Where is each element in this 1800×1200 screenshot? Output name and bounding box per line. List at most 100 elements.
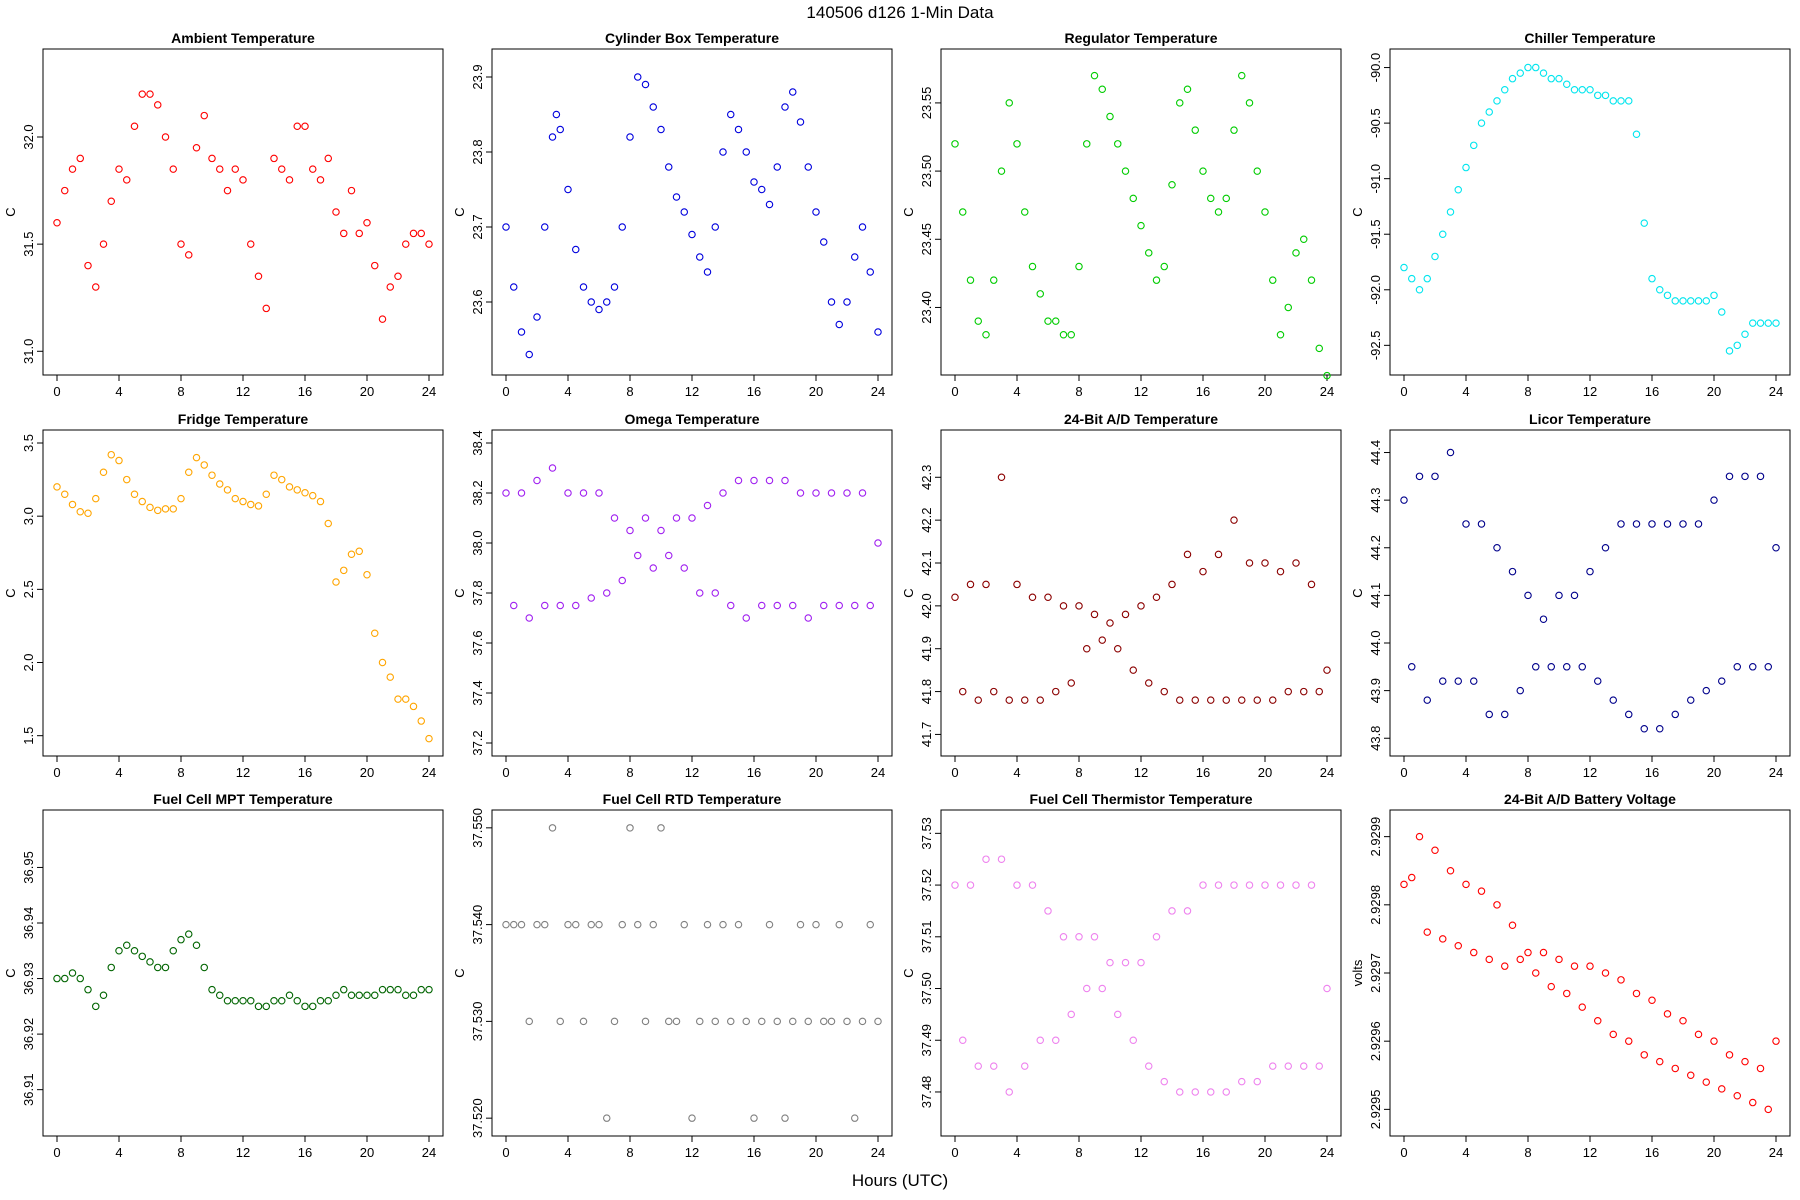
x-tick-label: 20 [1258, 765, 1272, 780]
y-tick-label: 37.530 [470, 1002, 485, 1042]
x-tick-label: 8 [1075, 1145, 1082, 1160]
data-point [649, 103, 657, 111]
data-point [394, 985, 402, 994]
plot-frame [940, 429, 1342, 757]
data-point [711, 589, 719, 597]
data-point [301, 1002, 309, 1011]
data-point [641, 80, 650, 89]
data-point [277, 475, 286, 484]
data-point [1222, 696, 1231, 704]
data-point [1516, 686, 1525, 695]
data-point [571, 601, 580, 610]
x-tick-label: 8 [1524, 1145, 1531, 1160]
y-tick-label: 42.2 [919, 507, 934, 532]
y-axis-label: C [901, 588, 916, 597]
data-point [1694, 520, 1703, 528]
data-point [1516, 69, 1525, 77]
data-point [1253, 696, 1262, 704]
data-point [200, 461, 209, 469]
x-tick-label: 12 [236, 384, 250, 399]
x-tick-label: 24 [422, 765, 436, 780]
data-point [1323, 984, 1331, 993]
data-point [1725, 472, 1734, 481]
data-point [92, 1002, 100, 1011]
data-point [177, 494, 185, 503]
y-tick-label: 23.50 [919, 155, 934, 188]
plot-frame [42, 429, 444, 757]
x-tick-label: 20 [1707, 765, 1721, 780]
data-point [1601, 544, 1610, 552]
x-tick-label: 12 [685, 1145, 699, 1160]
data-point [502, 223, 510, 231]
data-point [185, 251, 193, 259]
data-point [347, 186, 356, 195]
data-point [1176, 1088, 1184, 1096]
data-point [1772, 1037, 1780, 1045]
data-point [1261, 208, 1269, 216]
data-point [1013, 580, 1021, 589]
data-point [633, 920, 642, 929]
y-tick-label: 38.0 [470, 530, 485, 555]
chart-panel: Omega Temperature C 0 4 8 12 16 20 24 37.2 37.4 37.… [452, 411, 893, 780]
data-point [765, 476, 774, 485]
data-point [247, 997, 255, 1005]
data-point [796, 920, 805, 929]
x-tick-label: 4 [564, 1145, 571, 1160]
chart-title: Fridge Temperature [178, 411, 309, 427]
data-point [53, 483, 61, 491]
data-point [254, 1002, 263, 1011]
x-tick-label: 0 [502, 765, 509, 780]
y-tick-label: 41.8 [919, 679, 934, 704]
data-point [966, 580, 975, 589]
y-tick-label: 38.4 [470, 430, 485, 455]
data-point [1315, 1062, 1324, 1070]
x-tick-label: 0 [951, 1145, 958, 1160]
data-point [409, 991, 418, 999]
data-point [525, 614, 533, 622]
y-tick-label: 38.2 [470, 480, 485, 505]
data-point [695, 253, 704, 261]
y-tick-label: 42.3 [919, 465, 934, 490]
data-point [1106, 619, 1114, 627]
data-point [1663, 291, 1672, 300]
data-point [843, 489, 851, 497]
data-point [378, 315, 387, 323]
data-point [146, 503, 154, 512]
data-point [262, 1002, 270, 1011]
data-point [989, 687, 998, 696]
x-tick-label: 20 [1707, 1145, 1721, 1160]
data-point [301, 489, 309, 497]
data-point [146, 90, 154, 98]
data-point [1067, 679, 1076, 687]
data-point [602, 298, 611, 306]
data-point [1470, 141, 1478, 150]
data-point [1632, 520, 1641, 528]
data-point [1648, 520, 1656, 528]
plot-frame [42, 809, 444, 1137]
x-tick-label: 0 [951, 384, 958, 399]
data-point [1020, 1062, 1029, 1070]
data-point [1168, 180, 1176, 189]
x-tick-label: 8 [626, 765, 633, 780]
data-point [1625, 97, 1633, 105]
data-point [1609, 97, 1618, 105]
x-tick-label: 20 [360, 384, 374, 399]
data-point [285, 176, 294, 184]
data-point [726, 601, 735, 610]
x-tick-label: 16 [747, 765, 761, 780]
data-point [1555, 955, 1563, 964]
x-tick-label: 24 [1320, 765, 1334, 780]
data-point [277, 165, 286, 173]
data-point [1129, 666, 1138, 674]
data-point [1106, 958, 1114, 967]
data-point [270, 997, 278, 1005]
data-point [997, 473, 1006, 482]
data-point [1687, 297, 1695, 305]
data-point [1547, 982, 1556, 991]
data-point [208, 471, 216, 479]
y-tick-label: 3.5 [21, 434, 36, 452]
data-point [1059, 933, 1068, 941]
data-point [804, 163, 812, 171]
chart-title: Licor Temperature [1529, 411, 1651, 427]
data-point [533, 476, 541, 485]
